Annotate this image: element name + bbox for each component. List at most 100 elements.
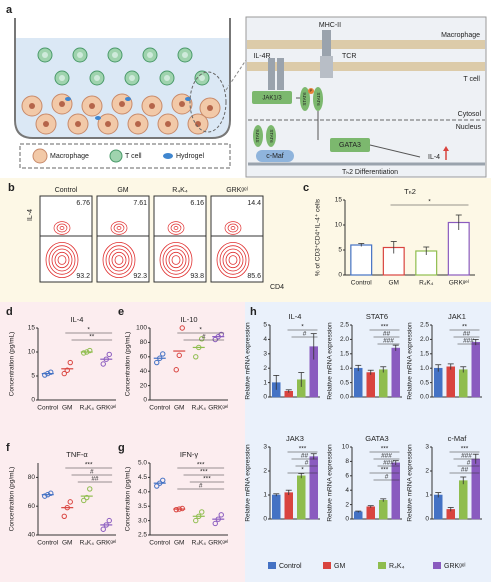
y-tick-label: 3.5	[138, 503, 147, 510]
bar	[459, 369, 468, 398]
y-tick-label: 20	[140, 382, 148, 389]
contour	[51, 248, 73, 272]
contour	[59, 226, 65, 230]
beaker	[14, 18, 247, 139]
data-point	[81, 497, 87, 504]
gate-value: 93.2	[76, 273, 90, 280]
y-tick-label: 0.0	[420, 394, 429, 401]
axis-label: IL-4	[27, 209, 34, 221]
y-tick-label: 80	[140, 339, 148, 346]
data-point	[64, 504, 70, 511]
x-tick-label: Control	[149, 540, 171, 547]
y-tick-label: 2.5	[138, 532, 147, 539]
legend-swatch	[433, 562, 441, 569]
data-point	[87, 486, 93, 492]
data-point	[64, 367, 70, 373]
x-tick-label: GM	[174, 540, 184, 547]
x-tick-label: GM	[62, 405, 72, 412]
x-tick-label: GM	[174, 405, 184, 412]
contour	[113, 223, 125, 233]
y-tick-label: 0	[263, 394, 267, 401]
significance-label: ##	[383, 331, 391, 338]
gate-value: 6.16	[190, 200, 204, 207]
y-tick-label: 4.5	[138, 474, 147, 481]
significance-label: **	[462, 324, 468, 331]
contour	[168, 251, 184, 269]
contour	[224, 221, 242, 235]
chart-title: GATA3	[365, 434, 388, 443]
y-tick-label: 0	[143, 397, 147, 404]
flow-title: R₄K₄	[172, 187, 188, 194]
x-tick-label: Control	[351, 280, 373, 287]
label: Tₕ2 Differentiation	[342, 169, 398, 176]
significance-label: *	[87, 327, 90, 334]
label: STAT6	[255, 129, 260, 143]
y-tick-label: 10	[335, 222, 343, 229]
y-tick-label: 4	[345, 487, 349, 494]
label: IL-4	[428, 154, 440, 161]
contour	[227, 223, 239, 233]
data-point	[154, 483, 160, 489]
data-point	[196, 344, 202, 351]
x-tick-label: R₄K₄	[80, 405, 95, 412]
label: P	[310, 88, 313, 93]
y-tick-label: 60	[28, 503, 36, 510]
y-tick-label: 0	[345, 516, 349, 523]
bar	[379, 369, 388, 398]
legend-label: Control	[279, 563, 302, 570]
y-tick-label: 40	[140, 368, 148, 375]
flow-title: GM	[117, 187, 128, 194]
y-axis-label: Concentration (pg/mL)	[9, 467, 16, 532]
data-point	[176, 506, 182, 512]
y-tick-label: 3	[263, 351, 267, 358]
chart-title: IL-10	[180, 315, 197, 324]
panel-label: a	[6, 4, 13, 16]
y-tick-label: 4	[263, 336, 267, 343]
significance-label: ***	[461, 446, 469, 453]
significance-label: ***	[200, 469, 208, 476]
x-tick-label: GM	[389, 280, 399, 287]
x-tick-label: R₄K₄	[192, 405, 207, 412]
data-point	[157, 480, 163, 486]
data-point	[154, 359, 160, 366]
x-tick-label: Control	[37, 405, 59, 412]
y-axis-label: Relative mRNA expression	[407, 444, 414, 522]
contour	[159, 241, 193, 278]
y-tick-label: 5.0	[138, 460, 147, 467]
bar	[391, 462, 400, 520]
label: Nucleus	[456, 124, 482, 131]
label: STAT6	[316, 92, 321, 106]
significance-label: #	[199, 483, 203, 490]
y-tick-label: 4.0	[138, 489, 147, 496]
significance-label: ***	[203, 476, 211, 483]
legend-swatch	[323, 562, 331, 569]
y-tick-label: 2.5	[420, 322, 429, 329]
bar	[391, 347, 400, 398]
y-axis-label: Concentration (pg/mL)	[125, 467, 132, 532]
data-point	[84, 494, 90, 501]
data-point	[215, 516, 221, 522]
legend-swatch	[378, 562, 386, 569]
bar	[272, 494, 281, 520]
y-tick-label: 60	[140, 354, 148, 361]
data-point	[173, 506, 179, 513]
significance-label: #	[90, 469, 94, 476]
y-tick-label: 6	[345, 473, 349, 480]
significance-label: ###	[461, 453, 472, 460]
x-tick-label: Control	[37, 540, 59, 547]
y-tick-label: 0.0	[340, 394, 349, 401]
schematic-legend: Macrophage T cell Hydrogel	[19, 143, 231, 169]
y-axis-label: Concentration (pg/mL)	[125, 332, 132, 397]
bar	[471, 458, 480, 520]
data-point	[100, 526, 106, 532]
data-point	[48, 369, 54, 375]
y-tick-label: 1.0	[340, 365, 349, 372]
flow-frame	[153, 195, 207, 283]
significance-label: ##	[461, 467, 469, 474]
data-point	[67, 499, 73, 505]
flow-title: GRKᵍᵉˡ	[226, 187, 248, 194]
chart-title: Tₕ2	[404, 187, 416, 196]
contour	[45, 241, 79, 278]
data-point	[103, 522, 109, 528]
